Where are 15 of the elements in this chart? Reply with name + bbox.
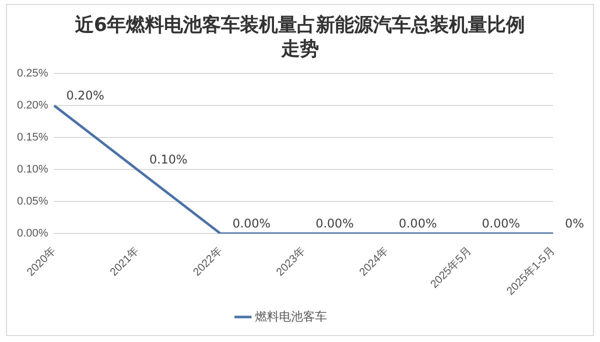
data-label: 0.00% [398,216,437,231]
data-label: 0.00% [316,216,354,231]
data-label: 0.00% [482,216,520,231]
y-tick-label: 0.15% [16,132,48,144]
data-label: 0% [565,216,584,231]
data-label: 0.10% [149,152,188,167]
y-tick-label: 0.00% [16,228,48,240]
data-label: 0.20% [66,88,104,103]
y-tick-label: 0.10% [16,164,48,176]
y-tick-label: 0.25% [16,68,48,80]
chart-title: 近6年燃料电池客车装机量占新能源汽车总装机量比例走势 [74,13,526,61]
data-label: 0.00% [232,216,271,231]
y-tick-label: 0.05% [16,196,48,208]
y-tick-label: 0.20% [16,100,48,112]
legend-label: 燃料电池客车 [255,309,327,324]
